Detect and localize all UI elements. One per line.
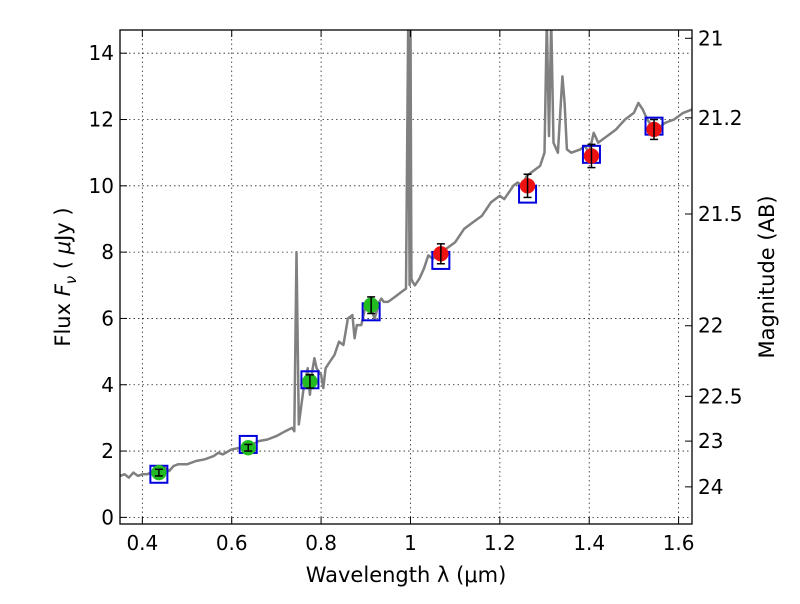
y-tick-label: 4 bbox=[101, 373, 114, 397]
right-tick-label: 21.2 bbox=[698, 106, 743, 130]
right-tick-label: 21 bbox=[698, 26, 723, 50]
right-tick-label: 24 bbox=[698, 475, 723, 499]
right-tick-label: 21.5 bbox=[698, 202, 743, 226]
y-tick-label: 10 bbox=[89, 174, 114, 198]
y-tick-label: 12 bbox=[89, 108, 114, 132]
right-tick-label: 23 bbox=[698, 429, 723, 453]
y-tick-label: 14 bbox=[89, 41, 114, 65]
spectrum-layer bbox=[120, 30, 692, 479]
x-tick-label: 0.4 bbox=[126, 531, 158, 555]
y-tick-label: 0 bbox=[101, 505, 114, 529]
x-tick-label: 0.8 bbox=[305, 531, 337, 555]
y-tick-label: 8 bbox=[101, 240, 114, 264]
x-tick-label: 1.2 bbox=[484, 531, 516, 555]
right-tick-label: 22 bbox=[698, 314, 723, 338]
plot-frame bbox=[119, 29, 693, 525]
markers-layer bbox=[149, 116, 664, 484]
right-axis-label: Magnitude (AB) bbox=[755, 195, 779, 358]
x-axis-label: Wavelength λ (μm) bbox=[306, 563, 507, 587]
y-tick-label: 6 bbox=[101, 306, 114, 330]
y-tick-label: 2 bbox=[101, 439, 114, 463]
right-tick-label: 22.5 bbox=[698, 384, 743, 408]
spectrum-line bbox=[120, 30, 692, 479]
axis-ticks: 0.4 0.6 0.8 1 1.2 1.4 1.6024681012142121.221.5… bbox=[89, 26, 743, 555]
x-tick-label: 1.6 bbox=[663, 531, 695, 555]
x-tick-label: 1 bbox=[404, 531, 417, 555]
x-tick-label: 1.4 bbox=[573, 531, 605, 555]
y-axis-label: Flux Fν ( μJy ) bbox=[51, 207, 80, 346]
x-tick-label: 0.6 bbox=[216, 531, 248, 555]
